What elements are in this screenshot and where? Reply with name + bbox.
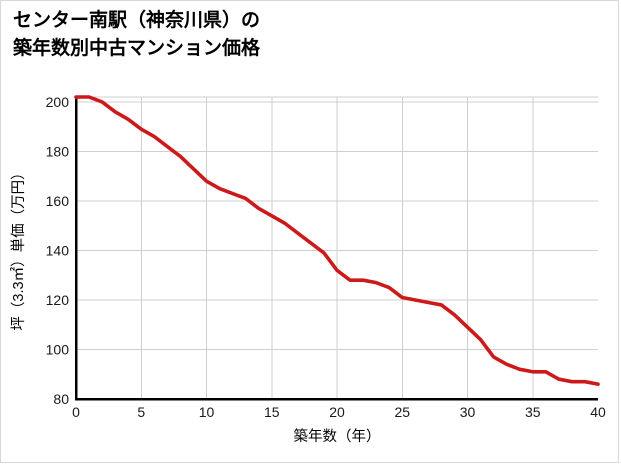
y-tick-label: 200 — [46, 94, 70, 110]
x-tick-label: 5 — [137, 404, 145, 420]
x-tick-label: 15 — [264, 404, 280, 420]
x-axis-title: 築年数（年） — [294, 427, 381, 445]
y-tick-label: 180 — [46, 143, 70, 159]
y-tick-label: 80 — [53, 391, 69, 407]
x-tick-label: 0 — [72, 404, 80, 420]
grid-lines — [76, 96, 598, 399]
y-tick-label: 140 — [46, 242, 70, 258]
x-tick-label: 20 — [329, 404, 345, 420]
x-tick-label: 35 — [525, 404, 541, 420]
x-tick-label: 10 — [199, 404, 215, 420]
y-axis-title: 坪（3.3㎡）単価（万円） — [10, 165, 27, 330]
data-series-line — [74, 95, 600, 386]
y-tick-labels: 80 100 120 140 160 180 200 — [46, 94, 70, 407]
x-tick-label: 40 — [590, 404, 606, 420]
y-tick-label: 100 — [46, 341, 70, 357]
page-title: センター南駅（神奈川県）の 築年数別中古マンション価格 — [13, 10, 261, 59]
y-tick-label: 120 — [46, 292, 70, 308]
x-tick-label: 30 — [460, 404, 476, 420]
x-tick-labels: 0 5 10 15 20 25 30 35 40 — [72, 404, 606, 420]
axis-lines — [74, 97, 598, 401]
y-tick-label: 160 — [46, 193, 70, 209]
x-tick-label: 25 — [394, 404, 410, 420]
